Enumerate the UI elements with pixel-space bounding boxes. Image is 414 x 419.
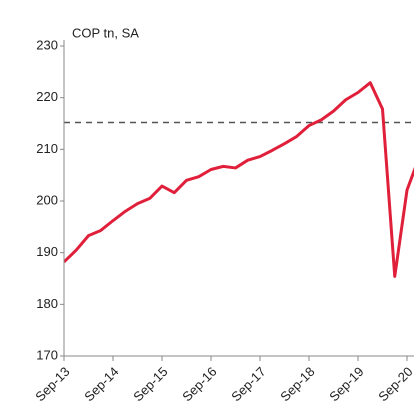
y-tick-label: 220 <box>36 89 58 104</box>
y-tick-label: 200 <box>36 192 58 207</box>
line-series <box>64 81 414 278</box>
x-tick-label: Sep-19 <box>326 364 366 404</box>
y-tick-label: 210 <box>36 141 58 156</box>
x-tick-label: Sep-20 <box>375 364 414 404</box>
y-tick-label: 170 <box>36 347 58 362</box>
y-tick-label: 190 <box>36 244 58 259</box>
plot-area <box>64 81 414 278</box>
x-tick-label: Sep-18 <box>277 364 317 404</box>
x-tick-label: Sep-14 <box>81 364 121 404</box>
x-tick-label: Sep-16 <box>179 364 219 404</box>
x-tick-label: Sep-17 <box>228 364 268 404</box>
x-tick-label: Sep-15 <box>130 364 170 404</box>
x-tick-label: Sep-13 <box>32 364 72 404</box>
y-tick-label: 230 <box>36 37 58 52</box>
annotation: COP tn, SA <box>72 25 139 40</box>
y-tick-label: 180 <box>36 296 58 311</box>
